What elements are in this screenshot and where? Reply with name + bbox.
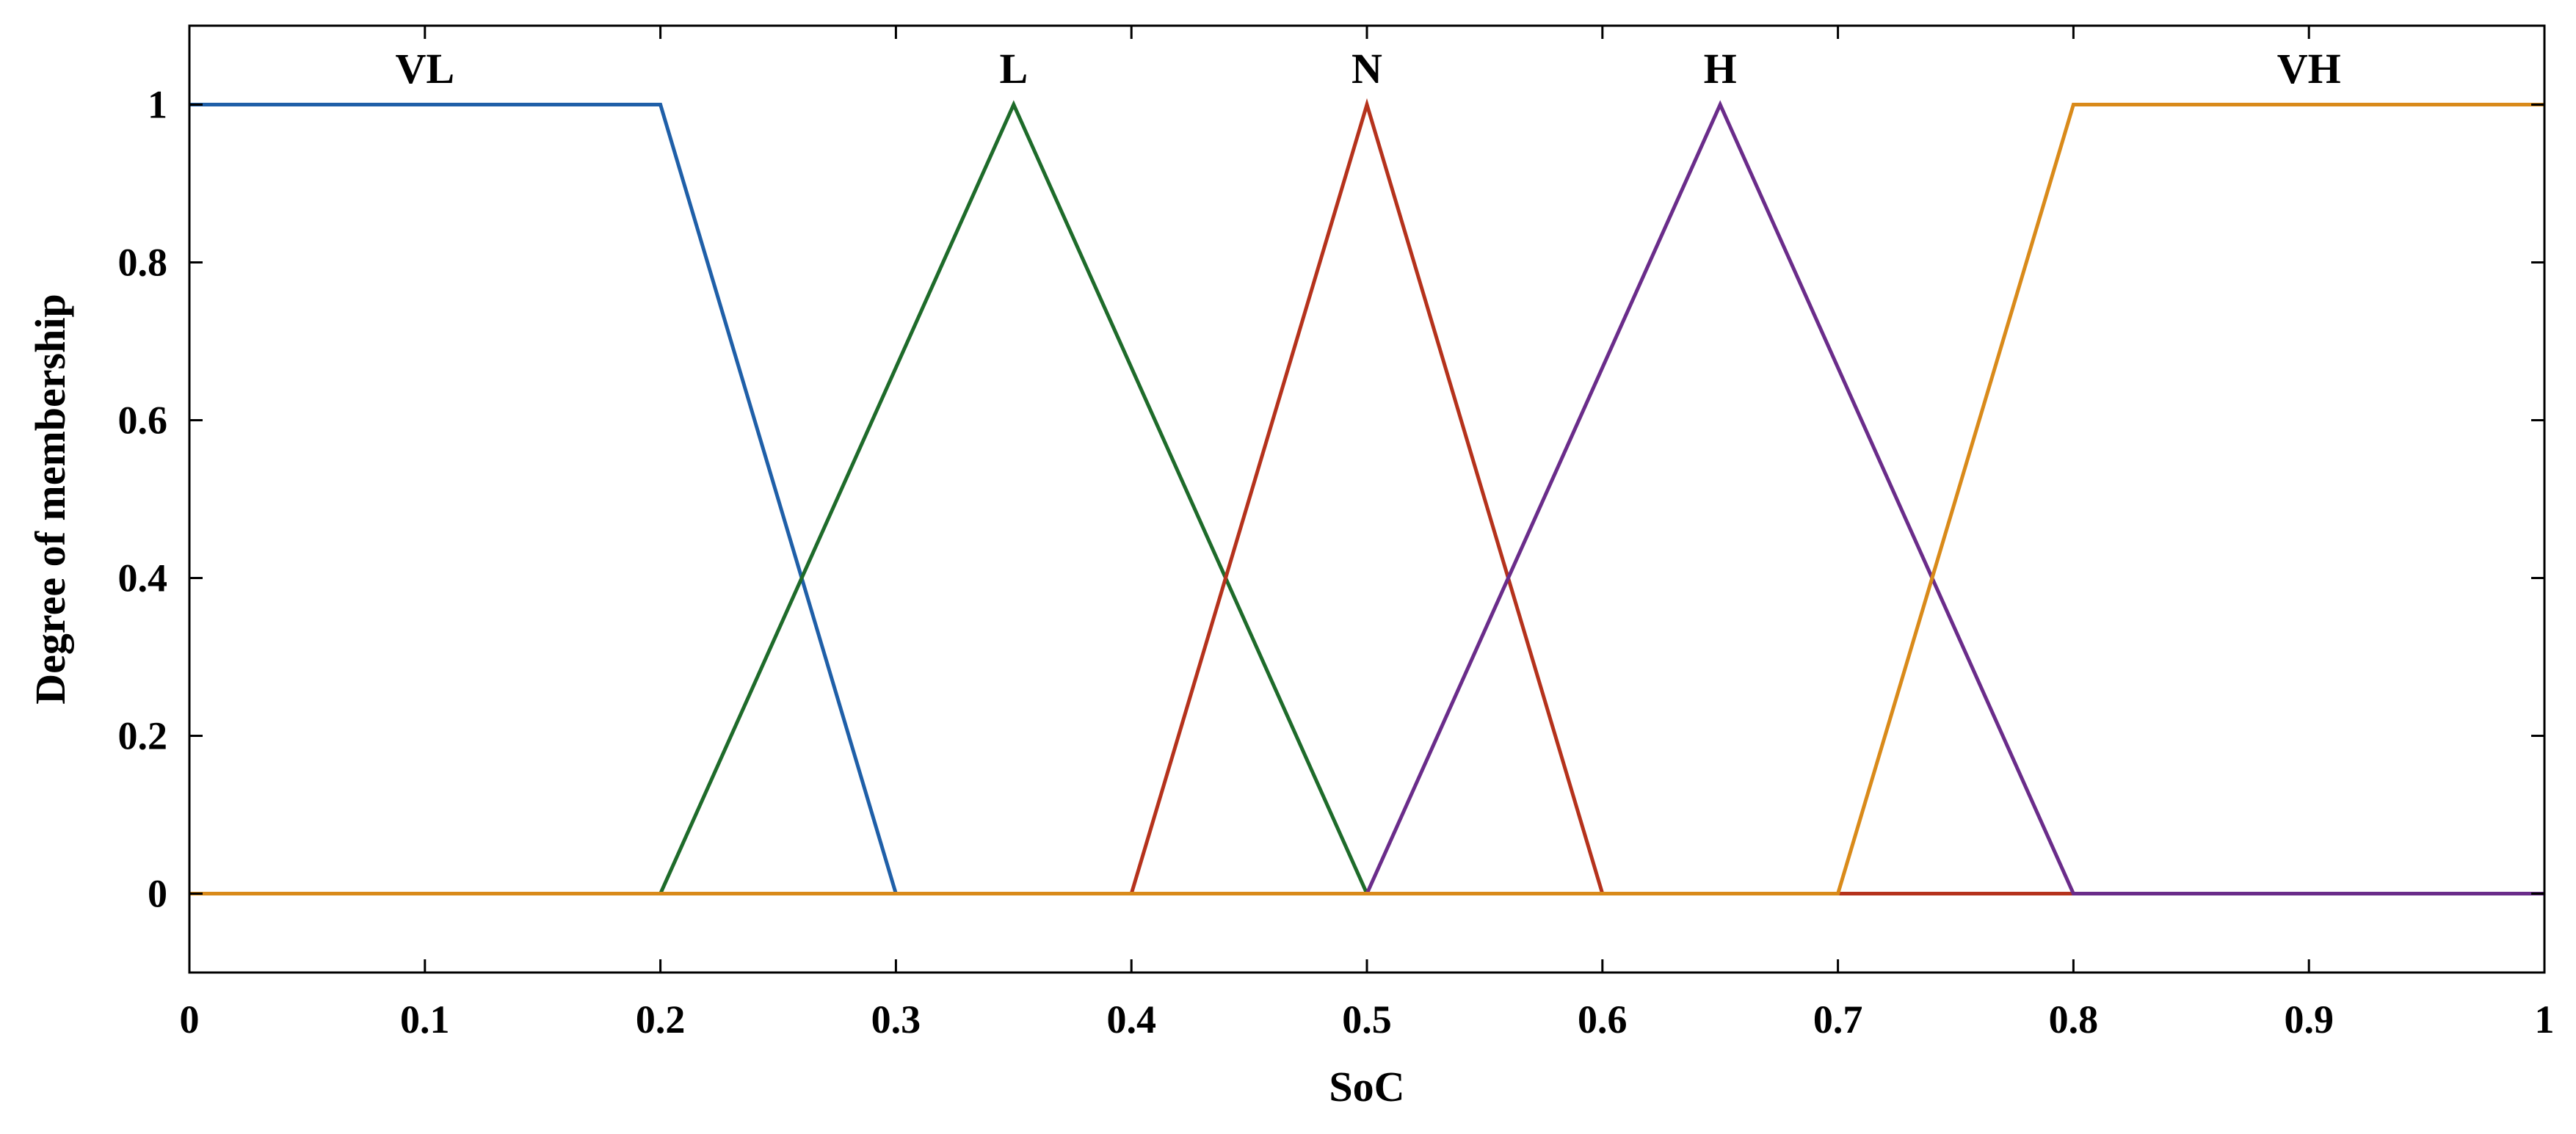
x-tick-label: 0.1 [400, 997, 450, 1042]
mf-label-l: L [999, 45, 1028, 92]
series-line-vh [189, 103, 2544, 895]
ticks-layer: 0 0.1 0.2 0.3 0.4 0.5 0.6 0.7 0.8 0.9 1 0 0.2 0.4 0.6 0… [118, 26, 2555, 1042]
mf-label-n: N [1352, 45, 1382, 92]
y-tick-label: 0 [148, 872, 167, 916]
mf-label-vl: VL [396, 45, 455, 92]
x-tick-label: 0 [180, 997, 200, 1042]
x-tick-label: 0.6 [1578, 997, 1628, 1042]
x-tick-label: 0.7 [1813, 997, 1863, 1042]
y-tick-label: 0.6 [118, 399, 168, 443]
series-line-vl [189, 103, 2544, 895]
series-line-n [189, 98, 2544, 895]
x-axis-label: SoC [1329, 1063, 1404, 1111]
y-tick-label: 1 [148, 83, 167, 127]
x-tick-label: 0.8 [2049, 997, 2099, 1042]
x-tick-label: 0.2 [636, 997, 686, 1042]
x-tick-label: 0.5 [1342, 997, 1392, 1042]
x-tick-label: 1 [2535, 997, 2555, 1042]
x-tick-label: 0.3 [871, 997, 921, 1042]
y-tick-label: 0.4 [118, 556, 168, 600]
y-tick-label: 0.8 [118, 241, 168, 285]
series-line-l [189, 100, 2544, 895]
plot-frame [188, 24, 2546, 974]
mf-label-h: H [1704, 45, 1737, 92]
y-tick-label: 0.2 [118, 714, 168, 758]
mf-label-vh: VH [2277, 45, 2341, 92]
mf-labels-layer: VL L N H VH [396, 45, 2341, 92]
x-tick-label: 0.4 [1106, 997, 1156, 1042]
x-tick-label: 0.9 [2284, 997, 2334, 1042]
series-layer [189, 98, 2544, 895]
y-axis-label: Degree of membership [26, 294, 74, 704]
series-line-h [189, 100, 2544, 895]
